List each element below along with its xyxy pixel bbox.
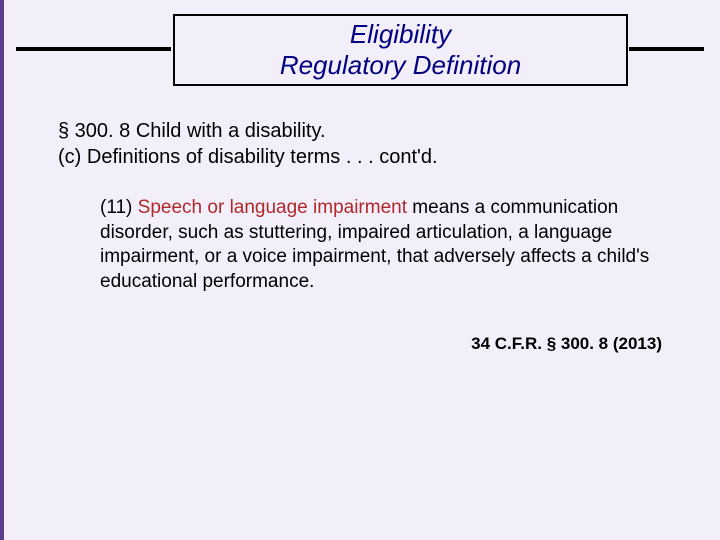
definition-term: Speech or language impairment — [138, 197, 407, 218]
horizontal-rule-right — [629, 47, 704, 51]
section-line-1: § 300. 8 Child with a disability. — [58, 118, 662, 144]
section-line-2: (c) Definitions of disability terms . . … — [58, 144, 662, 170]
definition-paragraph: (11) Speech or language impairment means… — [100, 196, 650, 295]
left-accent-bar — [0, 0, 4, 540]
section-heading: § 300. 8 Child with a disability. (c) De… — [58, 118, 662, 170]
title-frame: Eligibility Regulatory Definition — [173, 14, 628, 86]
legal-citation: 34 C.F.R. § 300. 8 (2013) — [471, 334, 662, 354]
title-line-1: Eligibility — [350, 19, 451, 50]
horizontal-rule-left — [16, 47, 171, 51]
definition-number: (11) — [100, 197, 138, 218]
title-line-2: Regulatory Definition — [280, 50, 521, 81]
